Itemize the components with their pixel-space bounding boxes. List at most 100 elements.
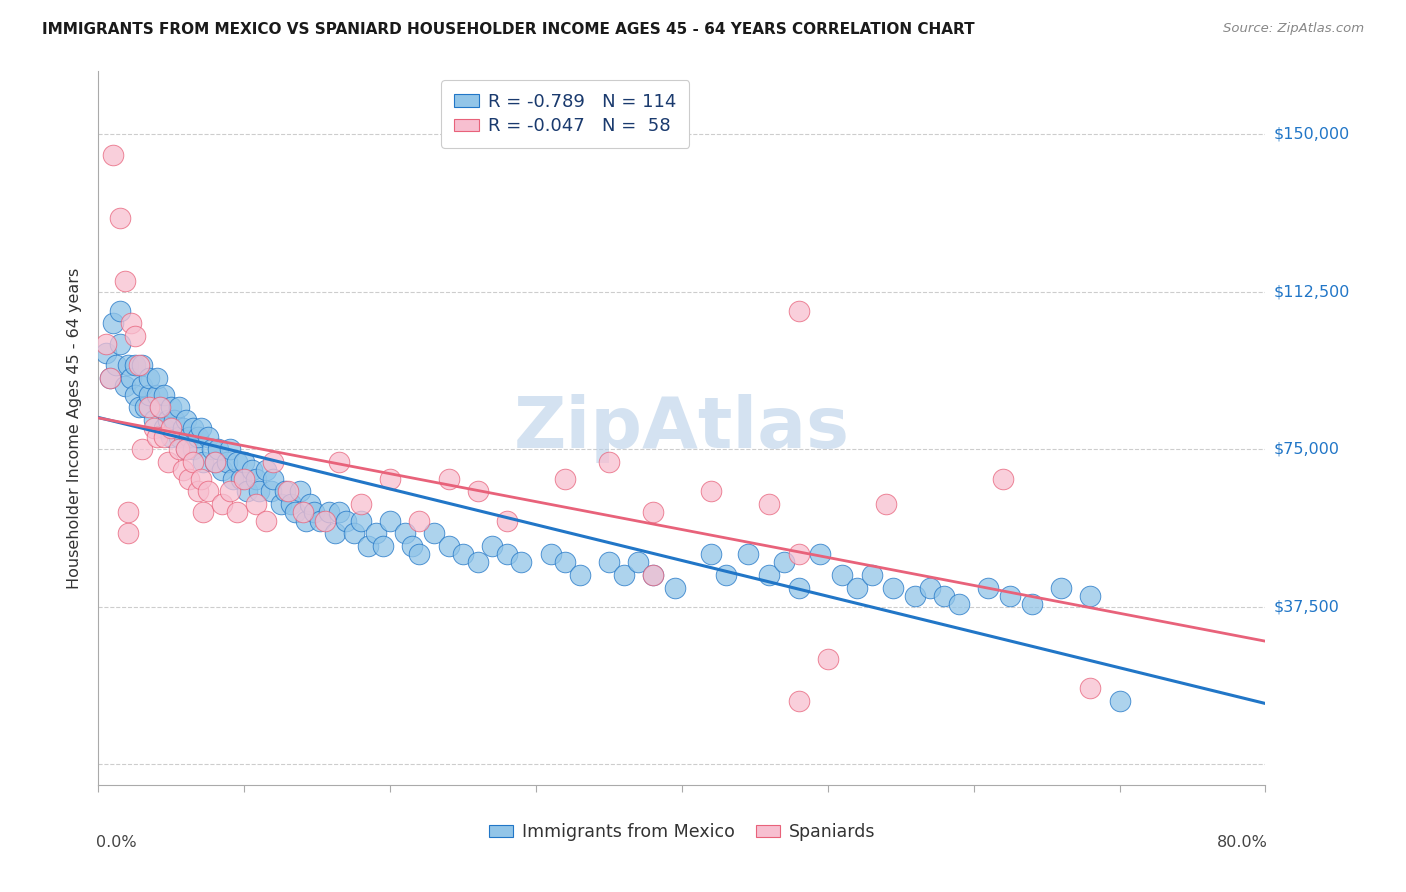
- Point: [160, 400, 183, 414]
- Point: [568, 568, 591, 582]
- Point: [172, 463, 194, 477]
- Point: [612, 568, 634, 582]
- Point: [1050, 581, 1073, 595]
- Point: [977, 581, 1000, 595]
- Point: [934, 589, 956, 603]
- Point: [918, 581, 941, 595]
- Point: [247, 484, 270, 499]
- Point: [641, 568, 664, 582]
- Point: [343, 526, 366, 541]
- Point: [758, 568, 780, 582]
- Point: [146, 429, 169, 443]
- Point: [262, 471, 284, 485]
- Point: [817, 652, 839, 666]
- Point: [371, 539, 394, 553]
- Point: [467, 484, 489, 499]
- Point: [309, 514, 332, 528]
- Point: [146, 387, 169, 401]
- Point: [114, 274, 136, 288]
- Point: [215, 455, 238, 469]
- Point: [328, 455, 350, 469]
- Point: [254, 514, 277, 528]
- Point: [540, 547, 562, 561]
- Point: [598, 556, 620, 570]
- Point: [259, 484, 281, 499]
- Point: [314, 514, 336, 528]
- Point: [700, 484, 723, 499]
- Point: [204, 455, 226, 469]
- Point: [641, 505, 664, 519]
- Point: [998, 589, 1021, 603]
- Point: [197, 429, 219, 443]
- Point: [291, 505, 314, 519]
- Point: [124, 328, 146, 343]
- Point: [831, 568, 853, 582]
- Point: [174, 442, 197, 457]
- Point: [810, 547, 832, 561]
- Point: [211, 497, 233, 511]
- Point: [510, 556, 533, 570]
- Point: [124, 358, 146, 372]
- Point: [1021, 598, 1043, 612]
- Text: ZipAtlas: ZipAtlas: [515, 393, 849, 463]
- Point: [181, 442, 204, 457]
- Point: [350, 514, 373, 528]
- Point: [177, 471, 200, 485]
- Point: [496, 547, 519, 561]
- Point: [221, 471, 243, 485]
- Point: [160, 421, 183, 435]
- Point: [254, 463, 277, 477]
- Point: [153, 387, 176, 401]
- Point: [187, 484, 209, 499]
- Point: [233, 455, 256, 469]
- Point: [298, 497, 321, 511]
- Text: 0.0%: 0.0%: [96, 835, 136, 850]
- Point: [218, 442, 240, 457]
- Point: [318, 505, 340, 519]
- Point: [193, 455, 215, 469]
- Point: [496, 514, 519, 528]
- Text: $112,500: $112,500: [1274, 285, 1350, 299]
- Text: $37,500: $37,500: [1274, 599, 1340, 614]
- Point: [401, 539, 423, 553]
- Point: [270, 497, 292, 511]
- Point: [304, 505, 326, 519]
- Point: [117, 526, 139, 541]
- Point: [181, 455, 204, 469]
- Point: [787, 581, 810, 595]
- Point: [157, 455, 180, 469]
- Point: [294, 514, 316, 528]
- Point: [226, 455, 249, 469]
- Point: [138, 400, 160, 414]
- Point: [181, 421, 204, 435]
- Point: [197, 484, 219, 499]
- Point: [114, 379, 136, 393]
- Point: [700, 547, 723, 561]
- Point: [211, 463, 233, 477]
- Text: $75,000: $75,000: [1274, 442, 1340, 457]
- Point: [207, 442, 229, 457]
- Point: [846, 581, 869, 595]
- Point: [110, 337, 132, 351]
- Point: [627, 556, 650, 570]
- Point: [236, 484, 259, 499]
- Point: [598, 455, 620, 469]
- Point: [142, 421, 165, 435]
- Point: [758, 497, 780, 511]
- Point: [1080, 681, 1102, 696]
- Point: [134, 400, 156, 414]
- Point: [787, 547, 810, 561]
- Point: [120, 316, 142, 330]
- Point: [664, 581, 686, 595]
- Point: [1080, 589, 1102, 603]
- Point: [554, 471, 576, 485]
- Point: [350, 497, 373, 511]
- Point: [149, 400, 172, 414]
- Point: [262, 455, 284, 469]
- Point: [94, 337, 117, 351]
- Point: [357, 539, 380, 553]
- Point: [335, 514, 357, 528]
- Point: [142, 413, 165, 427]
- Point: [714, 568, 737, 582]
- Point: [98, 371, 121, 385]
